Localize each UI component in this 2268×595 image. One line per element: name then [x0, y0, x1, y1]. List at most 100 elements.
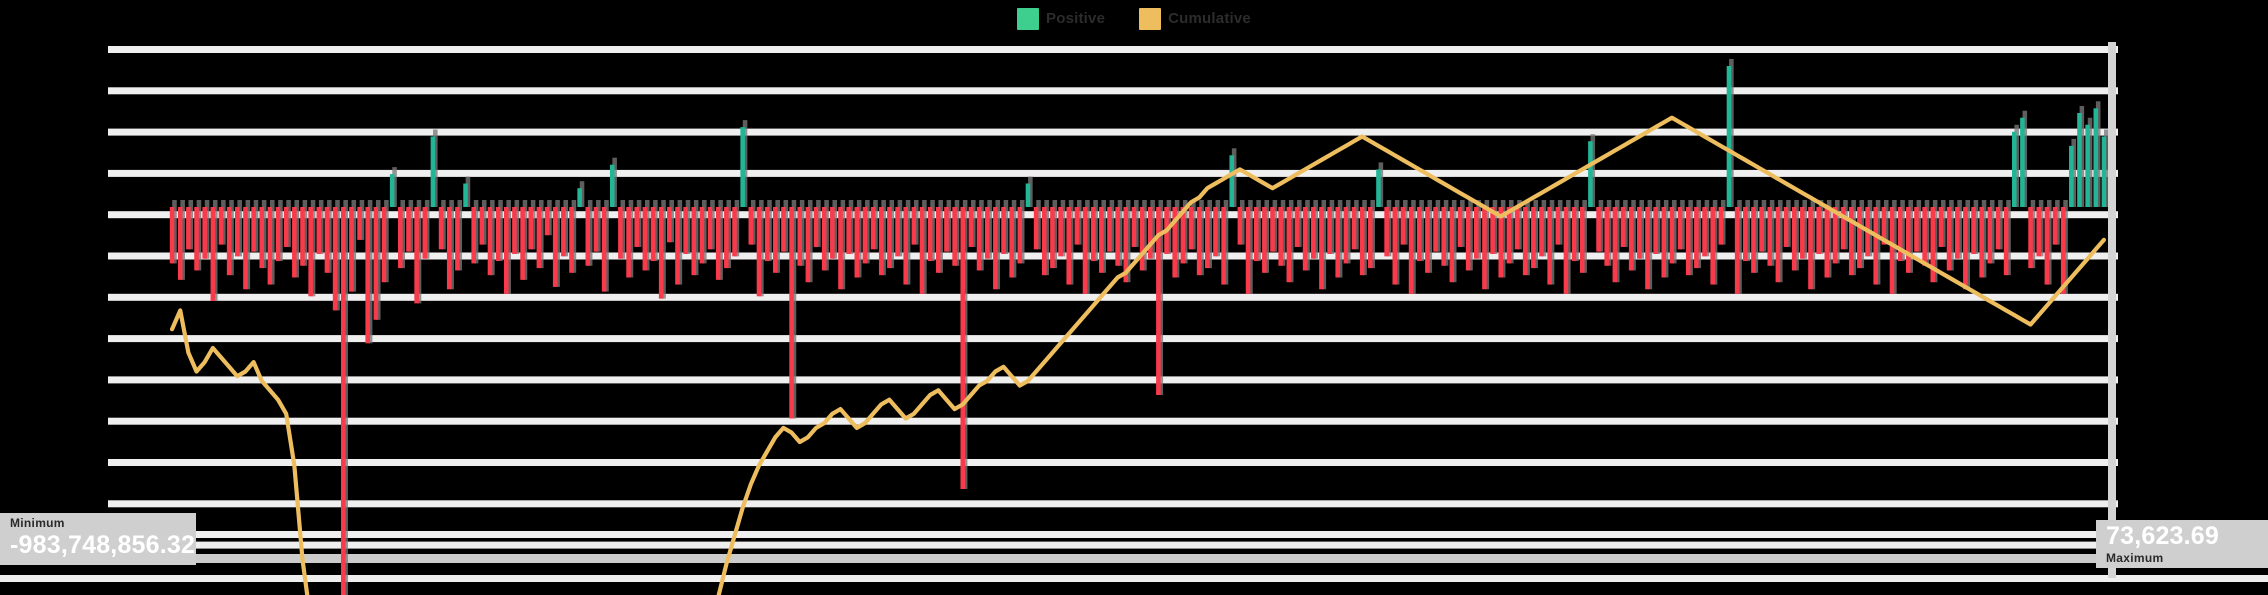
- bar-shadow: [1125, 200, 1131, 283]
- bar-negative: [952, 207, 957, 266]
- bar-negative: [1033, 207, 1039, 250]
- bar-negative: [1147, 207, 1153, 259]
- bar-positive: [740, 127, 745, 207]
- bar-shadow: [930, 200, 935, 262]
- bar-shadow: [1932, 200, 1938, 283]
- bar-shadow: [245, 200, 251, 290]
- bar-shadow: [1191, 200, 1196, 250]
- bar-shadow: [1761, 200, 1767, 252]
- bar-shadow: [278, 200, 283, 262]
- bar-shadow: [1403, 200, 1408, 245]
- bar-shadow: [1256, 200, 1261, 262]
- bar-negative: [1359, 207, 1365, 276]
- bar-negative: [1278, 207, 1283, 266]
- bar-negative: [1930, 207, 1936, 283]
- bar-negative: [1082, 207, 1088, 294]
- bar-shadow: [1916, 200, 1922, 252]
- bar-negative: [1050, 207, 1055, 269]
- chart-plot-area[interactable]: [0, 34, 2268, 595]
- bar-negative: [487, 207, 493, 276]
- bar-shadow: [367, 200, 373, 344]
- bar-shadow: [1598, 200, 1604, 252]
- bar-negative: [283, 207, 289, 247]
- bar-negative: [1400, 207, 1406, 245]
- bar-positive: [1025, 183, 1031, 207]
- bar-negative: [764, 207, 770, 262]
- bar-negative: [1531, 207, 1536, 269]
- bar-shadow: [1720, 200, 1726, 245]
- bar-shadow: [2095, 101, 2101, 207]
- bar-shadow: [661, 200, 666, 299]
- bar-negative: [1384, 207, 1389, 257]
- bar-shadow: [1492, 200, 1498, 254]
- bar-shadow: [1623, 200, 1628, 247]
- bar-negative: [275, 207, 281, 262]
- bar-negative: [186, 207, 191, 250]
- bar-negative: [1237, 207, 1243, 245]
- bar-negative: [2028, 207, 2033, 269]
- bar-shadow: [783, 200, 789, 252]
- bar-negative: [732, 207, 737, 257]
- bar-shadow: [1028, 176, 1033, 207]
- bar-negative: [365, 207, 370, 344]
- legend-item-positive[interactable]: Positive: [1017, 8, 1105, 30]
- bar-negative: [1571, 207, 1577, 262]
- bar-negative: [218, 207, 224, 245]
- bar-positive: [430, 136, 436, 207]
- chart-bar-shadows: [172, 59, 2109, 595]
- bar-negative: [748, 207, 754, 245]
- bar-shadow: [1297, 200, 1302, 247]
- bar-shadow: [261, 200, 267, 269]
- bar-negative: [1995, 207, 2001, 250]
- bar-negative: [1742, 207, 1748, 262]
- bar-negative: [1596, 207, 1601, 252]
- cumulative-line: [169, 115, 2107, 595]
- bar-negative: [691, 207, 697, 276]
- bar-shadow: [408, 200, 414, 252]
- bar-negative: [2036, 207, 2041, 257]
- bar-shadow: [1101, 200, 1107, 273]
- bar-shadow: [1150, 200, 1155, 259]
- bar-negative: [1938, 207, 1944, 247]
- bar-negative: [1840, 207, 1846, 250]
- bar-negative: [446, 207, 452, 290]
- legend-item-cumulative[interactable]: Cumulative: [1139, 8, 1251, 30]
- bar-shadow: [1272, 200, 1278, 252]
- bar-negative: [1881, 207, 1887, 245]
- bar-negative: [1816, 207, 1821, 254]
- bar-negative: [903, 207, 908, 285]
- bar-negative: [1661, 207, 1667, 278]
- chart-gridlines: [0, 46, 2268, 582]
- bar-shadow: [400, 200, 405, 269]
- bar-positive: [1588, 141, 1593, 207]
- bar-negative: [797, 207, 803, 266]
- bar-shadow: [726, 200, 732, 269]
- bar-shadow: [375, 200, 381, 320]
- legend-label-positive: Positive: [1046, 10, 1106, 27]
- bar-positive: [577, 188, 582, 207]
- chart-svg: [0, 42, 2268, 595]
- bar-negative: [1099, 207, 1104, 273]
- bar-shadow: [1908, 200, 1913, 273]
- bar-negative: [1115, 207, 1120, 266]
- bar-negative: [1253, 207, 1259, 262]
- bar-negative: [683, 207, 688, 254]
- bar-negative: [601, 207, 607, 292]
- bar-shadow: [1574, 200, 1579, 262]
- bar-shadow: [1313, 200, 1318, 259]
- bar-negative: [675, 207, 680, 285]
- bar-shadow: [212, 200, 218, 301]
- bar-shadow: [2071, 138, 2077, 207]
- bar-shadow: [1851, 200, 1856, 276]
- bar-shadow: [1419, 200, 1424, 262]
- bar-shadow: [873, 200, 878, 250]
- bar-negative: [1408, 207, 1414, 294]
- bar-negative: [1473, 207, 1479, 259]
- bar-negative: [724, 207, 729, 269]
- bar-shadow: [433, 129, 438, 207]
- maximum-value-badge: 73,623.69 Maximum: [2096, 520, 2268, 568]
- bar-negative: [1009, 207, 1014, 278]
- bar-negative: [1645, 207, 1650, 290]
- bar-negative: [406, 207, 411, 252]
- bar-shadow: [962, 200, 968, 489]
